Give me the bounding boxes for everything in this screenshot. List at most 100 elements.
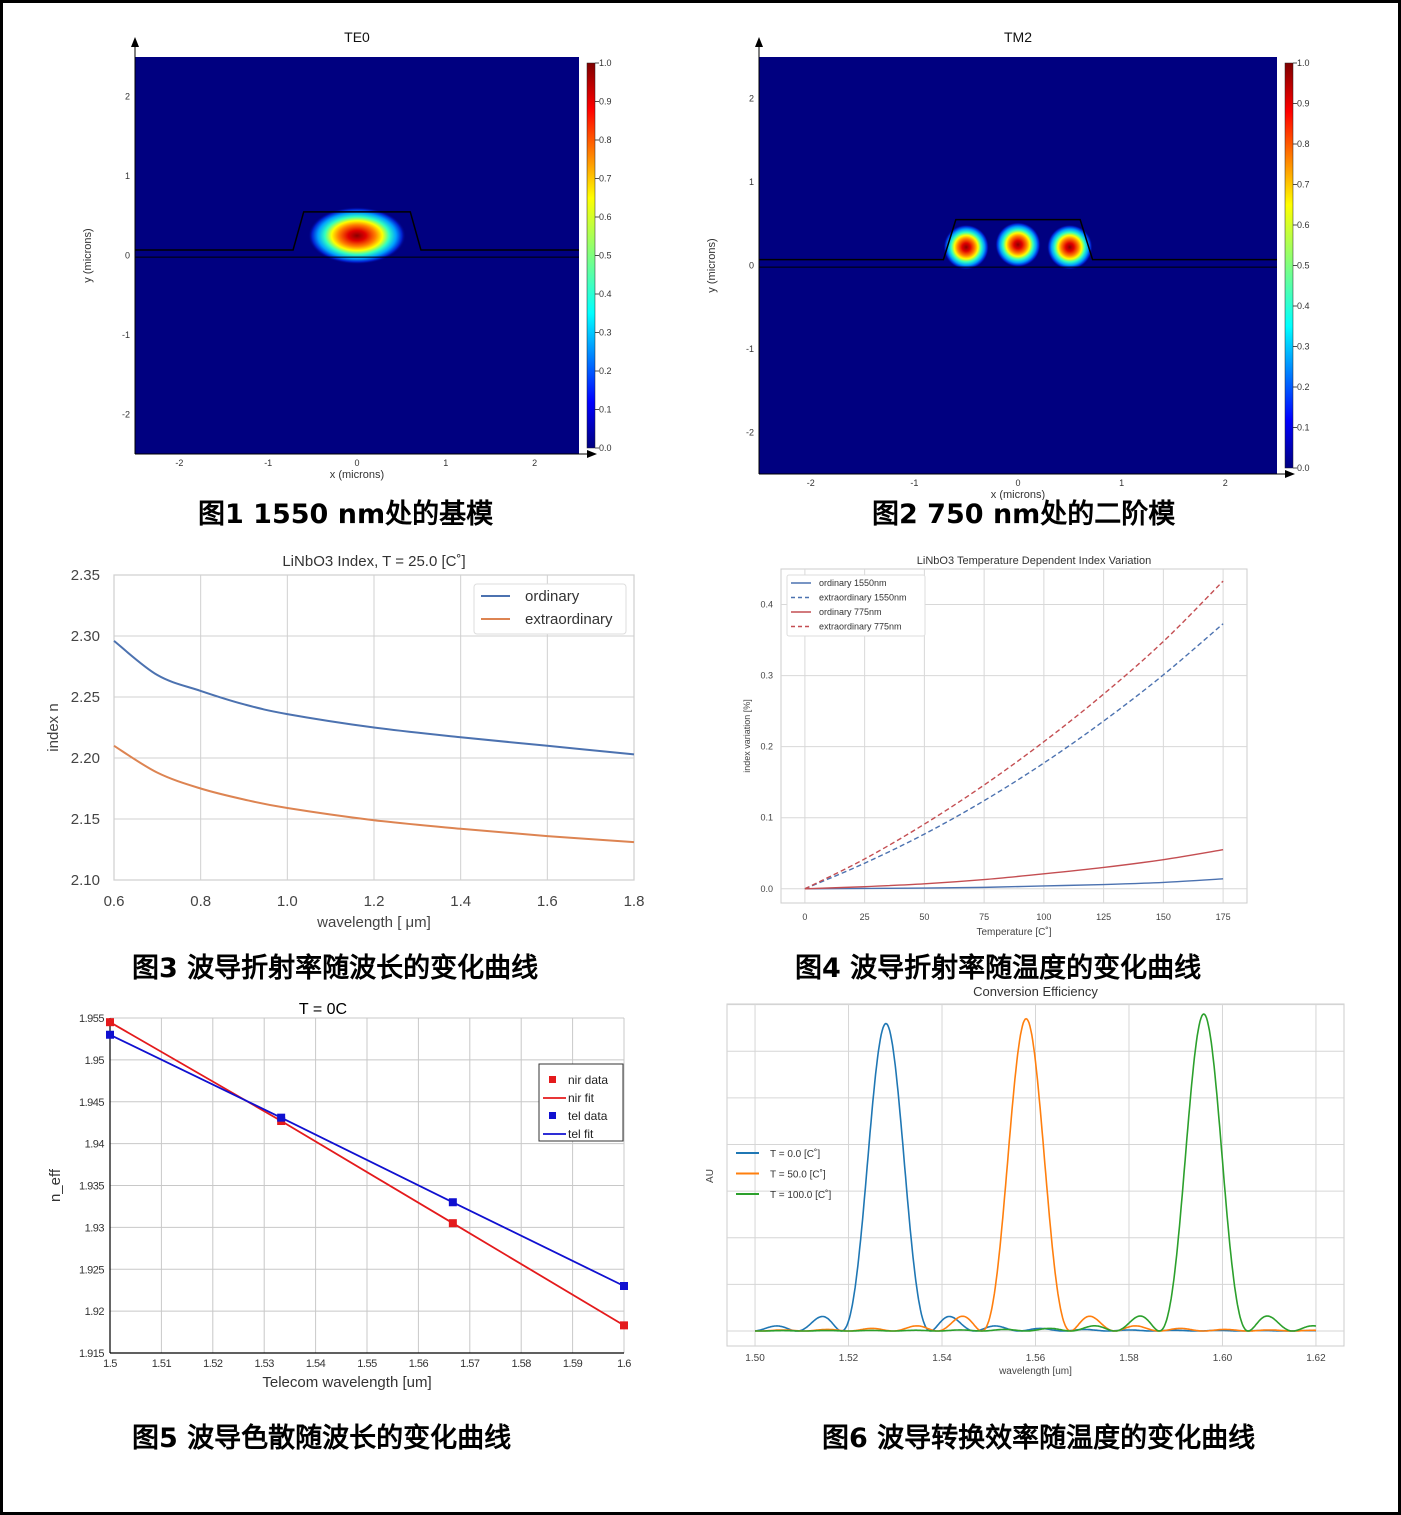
y-tick-label: 1.93 [85, 1222, 105, 1234]
series-line-extraordinary-775nm [804, 580, 1224, 890]
x-tick-label: 1.54 [306, 1358, 326, 1370]
y-tick-label: 1.915 [79, 1348, 104, 1360]
legend [473, 583, 627, 635]
x-axis-label: x (microns) [330, 469, 384, 481]
colorbar-tick-label: 1.0 [1297, 58, 1310, 68]
x-tick-label: 1.60 [1213, 1353, 1233, 1364]
series-line-ordinary [113, 640, 635, 756]
x-tick-label: 1.56 [1026, 1353, 1046, 1364]
legend-label: nir data [568, 1073, 608, 1087]
y-tick-label: 1.92 [85, 1306, 105, 1318]
y-tick-label: 0.0 [760, 884, 773, 894]
x-axis-label: x (microns) [991, 489, 1045, 500]
figure-1-te0-mode: TE0 -2 -1 0 1 2 2 1 0 -1 -2 x (microns) y (microns) 1… [70, 20, 650, 490]
y-axis-label: n_eff [47, 1168, 64, 1202]
legend-label: extraordinary [525, 611, 613, 628]
x-axis-label: wavelength [um] [998, 1366, 1072, 1377]
y-tick-label: 2.15 [71, 811, 100, 828]
y-tick-label: 0.2 [760, 742, 773, 752]
x-tick-label: 1.62 [1306, 1353, 1326, 1364]
mode-field-spot [943, 224, 989, 270]
x-tick-label: 1.51 [152, 1358, 172, 1370]
y-tick-label: 0.4 [760, 600, 773, 610]
colorbar-tick-label: 0.6 [599, 212, 612, 222]
figure-5-neff-vs-wavelength: 1.5 1.51 1.52 1.53 1.54 1.55 1.56 1.57 1.58 1.59 1… [40, 995, 650, 1395]
y-tick-label: 1.945 [79, 1097, 104, 1109]
x-tick-label: 0 [1015, 478, 1020, 488]
x-tick-label: 1.6 [617, 1358, 631, 1370]
legend-label: ordinary 1550nm [819, 578, 887, 588]
y-tick-label: 2.20 [71, 750, 100, 767]
x-tick-label: 125 [1096, 912, 1111, 922]
x-tick-label: -1 [910, 478, 918, 488]
x-axis-arrow-icon [587, 450, 597, 458]
y-tick-label: 1.955 [79, 1013, 104, 1025]
series-line-ordinary-1550nm [804, 878, 1224, 890]
x-tick-label: 75 [979, 912, 989, 922]
y-tick-label: 0 [125, 251, 130, 261]
chart-title: T = 0C [299, 1001, 347, 1018]
data-point-marker [106, 1018, 114, 1027]
x-axis-label: wavelength [ μm] [316, 914, 431, 931]
colorbar-tick-label: 0.8 [1297, 139, 1310, 149]
y-axis-label: AU [705, 1169, 716, 1183]
legend-label: T = 100.0 [C˚] [770, 1189, 831, 1201]
x-axis-label: Telecom wavelength [um] [262, 1374, 431, 1391]
mode-field-spot [1047, 224, 1093, 270]
colorbar-tick-label: 0.2 [599, 366, 612, 376]
y-tick-label: 1.925 [79, 1264, 104, 1276]
y-tick-label: 0.1 [760, 813, 773, 823]
y-axis-label: index n [45, 703, 62, 751]
series-line-extraordinary-1550nm [804, 623, 1224, 890]
x-tick-label: 50 [919, 912, 929, 922]
colorbar-tick-label: 0.1 [599, 405, 612, 415]
colorbar-tick-label: 0.1 [1297, 423, 1310, 433]
x-tick-label: 1.55 [357, 1358, 377, 1370]
colorbar-tick-label: 0.3 [599, 328, 612, 338]
colorbar-tick-label: 0.5 [1297, 261, 1310, 271]
colorbar [1284, 62, 1294, 469]
x-tick-label: 0 [802, 912, 807, 922]
legend-swatch [549, 1076, 556, 1083]
chart-title: TE0 [344, 29, 370, 45]
x-tick-label: 1.52 [203, 1358, 223, 1370]
x-tick-label: 1.59 [563, 1358, 583, 1370]
figure-4-index-vs-temperature: 0 25 50 75 100 125 150 175 0.0 0.1 0.2 0.3 0.4 LiNbO3… [730, 545, 1260, 945]
colorbar-tick-label: 1.0 [599, 58, 612, 68]
colorbar-tick-label: 0.2 [1297, 382, 1310, 392]
series-line-ordinary-775nm [804, 849, 1224, 890]
x-axis-label: Temperature [C˚] [976, 926, 1051, 938]
legend-label: ordinary [525, 588, 580, 605]
colorbar-tick-label: 0.9 [1297, 99, 1310, 109]
colorbar-tick-label: 0.8 [599, 135, 612, 145]
y-tick-label: 2 [125, 92, 130, 102]
x-tick-label: 2 [532, 458, 537, 468]
x-tick-label: 1.2 [364, 893, 385, 910]
x-tick-label: -2 [807, 478, 815, 488]
y-tick-label: -2 [122, 409, 130, 419]
chart-title: Conversion Efficiency [973, 984, 1098, 999]
x-tick-label: 1.58 [511, 1358, 531, 1370]
y-tick-label: 2.10 [71, 872, 100, 889]
waveguide-outline [135, 211, 579, 251]
x-tick-label: 2 [1223, 478, 1228, 488]
legend-label: extraordinary 775nm [819, 622, 902, 632]
chart-title: LiNbO3 Index, T = 25.0 [C˚] [282, 553, 465, 570]
mode-field-spot [308, 207, 406, 265]
x-tick-label: 0 [354, 458, 359, 468]
y-tick-label: 2.30 [71, 628, 100, 645]
figure-6-conversion-efficiency: 1.50 1.52 1.54 1.56 1.58 1.60 1.62 Conversion E… [700, 980, 1360, 1380]
x-tick-label: 1.56 [409, 1358, 429, 1370]
x-tick-label: 150 [1156, 912, 1171, 922]
x-tick-label: 1.57 [460, 1358, 480, 1370]
x-tick-label: -1 [264, 458, 272, 468]
x-tick-label: 0.6 [104, 893, 125, 910]
legend [786, 574, 926, 637]
figure-6-caption: 图6 波导转换效率随温度的变化曲线 [822, 1423, 1256, 1454]
chart-title: LiNbO3 Temperature Dependent Index Varia… [917, 555, 1151, 567]
x-tick-label: -2 [175, 458, 183, 468]
y-axis-arrow-icon [755, 37, 763, 47]
y-tick-label: 2.25 [71, 689, 100, 706]
mode-field-spot [995, 222, 1041, 268]
